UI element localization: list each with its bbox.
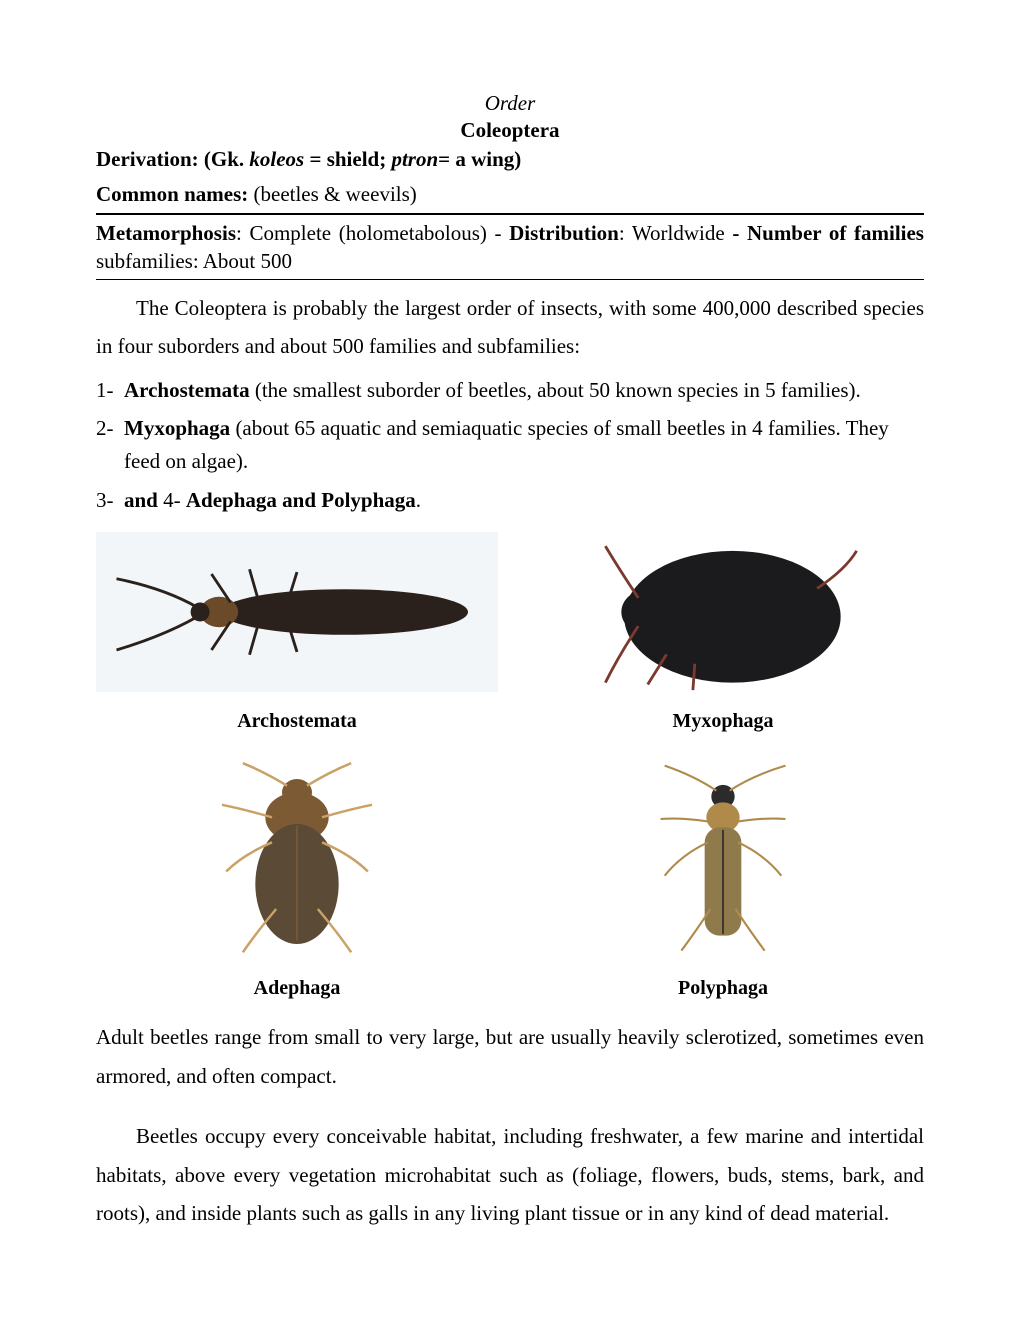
beetle-myxophaga-icon [573,532,873,692]
list-mid-3: 4- [158,488,186,512]
document-page: Order Coleoptera Derivation: (Gk. koleos… [0,0,1020,1320]
paragraph-habitat: Beetles occupy every conceivable habitat… [96,1117,924,1234]
caption-adephaga: Adephaga [254,977,341,1000]
figure-polyphaga-image [522,759,924,959]
suborder-list: 1- Archostemata (the smallest suborder o… [96,374,924,516]
caption-myxophaga: Myxophaga [672,710,773,733]
order-label: Order [96,90,924,117]
figure-row-2: Adephaga [96,759,924,1000]
families-dash: - [732,221,747,245]
beetle-adephaga-icon [187,759,407,959]
list-text-3: and 4- Adephaga and Polyphaga. [124,484,924,517]
paragraph-adult-beetles: Adult beetles range from small to very l… [96,1018,924,1096]
figure-adephaga-image [96,759,498,959]
intro-paragraph: The Coleoptera is probably the largest o… [96,290,924,366]
families-label: Number of families [747,221,924,245]
derivation-suffix: = a wing) [438,147,521,171]
list-rest-2: (about 65 aquatic and semiaquatic specie… [124,416,889,473]
distribution-value: : Worldwide [619,221,733,245]
list-item-2: 2- Myxophaga (about 65 aquatic and semia… [96,412,924,477]
derivation-line: Derivation: (Gk. koleos = shield; ptron=… [96,147,924,172]
derivation-term2: ptron [391,147,438,171]
list-num-2: 2- [96,412,124,477]
list-name-1: Archostemata [124,378,250,402]
list-num-1: 1- [96,374,124,407]
metamorphosis-value: : Complete (holometabolous) - [236,221,509,245]
meta-line-2: subfamilies: About 500 [96,247,924,275]
derivation-mid: = shield; [304,147,391,171]
figure-myxophaga: Myxophaga [522,532,924,733]
list-name-2: Myxophaga [124,416,230,440]
list-pre-3: and [124,488,158,512]
figure-adephaga: Adephaga [96,759,498,1000]
list-item-3: 3- and 4- Adephaga and Polyphaga. [96,484,924,517]
figure-myxophaga-image [522,532,924,692]
rule-top [96,213,924,215]
beetle-archostemata-icon [107,552,487,672]
list-item-1: 1- Archostemata (the smallest suborder o… [96,374,924,407]
metamorphosis-label: Metamorphosis [96,221,236,245]
figure-polyphaga: Polyphaga [522,759,924,1000]
list-text-1: Archostemata (the smallest suborder of b… [124,374,924,407]
beetle-polyphaga-icon [613,759,833,959]
list-names-3: Adephaga and Polyphaga [186,488,416,512]
list-text-2: Myxophaga (about 65 aquatic and semiaqua… [124,412,924,477]
figure-archostemata-image [96,532,498,692]
caption-archostemata: Archostemata [237,710,357,733]
rule-bottom [96,279,924,280]
caption-polyphaga: Polyphaga [678,977,768,1000]
meta-line-1: Metamorphosis: Complete (holometabolous)… [96,219,924,247]
figure-row-1: Archostemata Myxophaga [96,532,924,733]
list-rest-1: (the smallest suborder of beetles, about… [250,378,861,402]
list-end-3: . [416,488,421,512]
common-names-label: Common names: [96,182,248,206]
derivation-term1: koleos [249,147,304,171]
figure-archostemata: Archostemata [96,532,498,733]
common-names-line: Common names: (beetles & weevils) [96,182,924,207]
distribution-label: Distribution [509,221,619,245]
derivation-prefix: Derivation: (Gk. [96,147,249,171]
common-names-value: (beetles & weevils) [248,182,417,206]
order-name: Coleoptera [96,117,924,144]
list-num-3: 3- [96,484,124,517]
